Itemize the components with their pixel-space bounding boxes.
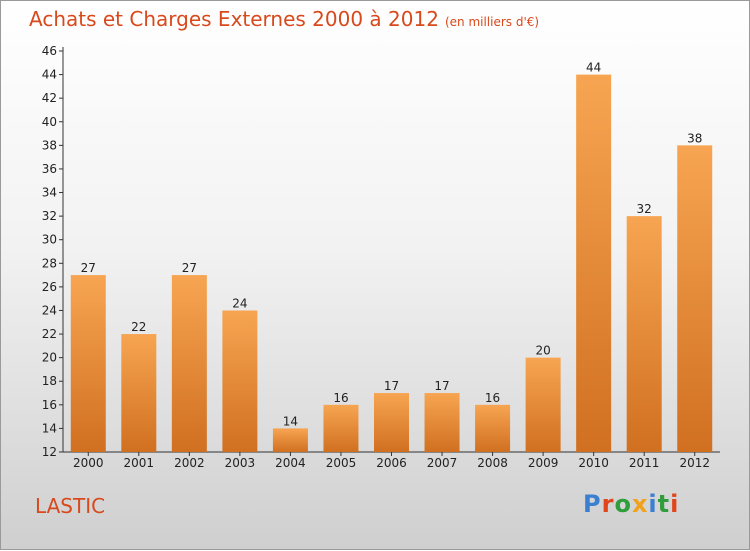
- value-label-2002: 27: [182, 261, 197, 275]
- y-tick-label-18: 18: [42, 374, 57, 388]
- bar-2012: [677, 145, 713, 452]
- y-tick-label-34: 34: [42, 186, 57, 200]
- y-tick-label-46: 46: [42, 44, 57, 58]
- value-label-2009: 20: [535, 344, 550, 358]
- y-tick-label-26: 26: [42, 280, 57, 294]
- bar-2000: [70, 275, 106, 452]
- bar-2004: [272, 428, 308, 452]
- x-tick-label-2008: 2008: [477, 456, 508, 470]
- value-label-2000: 27: [81, 261, 96, 275]
- y-tick-label-44: 44: [42, 68, 57, 82]
- x-tick-label-2010: 2010: [578, 456, 609, 470]
- commune-name: LASTIC: [35, 494, 106, 518]
- bar-2009: [525, 357, 561, 452]
- x-tick-label-2005: 2005: [326, 456, 357, 470]
- bar-2006: [374, 393, 409, 452]
- proxiti-logo: Proxiti: [583, 490, 679, 518]
- logo-letter: i: [648, 490, 658, 518]
- y-tick-label-28: 28: [42, 256, 57, 270]
- x-tick-label-2006: 2006: [376, 456, 407, 470]
- y-tick-label-12: 12: [42, 445, 57, 459]
- bar-2011: [626, 216, 662, 452]
- logo-letter: i: [670, 490, 680, 518]
- y-tick-label-42: 42: [42, 91, 57, 105]
- value-label-2007: 17: [434, 379, 449, 393]
- y-tick-label-20: 20: [42, 351, 57, 365]
- bars: 27 22 27 24 14 16 17 17 16 20 44 32 38: [70, 61, 713, 453]
- value-label-2001: 22: [131, 320, 146, 334]
- value-label-2011: 32: [637, 202, 652, 216]
- bar-2010: [576, 74, 612, 453]
- logo-letter: r: [601, 490, 615, 518]
- value-label-2003: 24: [232, 296, 247, 310]
- chart-title: Achats et Charges Externes 2000 à 2012 (e…: [29, 7, 539, 31]
- x-tick-label-2001: 2001: [124, 456, 155, 470]
- value-label-2004: 14: [283, 414, 298, 428]
- unit-label: (en milliers d'€): [444, 15, 540, 29]
- value-label-2008: 16: [485, 391, 500, 405]
- y-tick-label-14: 14: [42, 421, 57, 435]
- y-tick-label-16: 16: [42, 398, 57, 412]
- y-tick-label-40: 40: [42, 115, 57, 129]
- logo-letter: o: [614, 490, 632, 518]
- bar-2003: [222, 310, 258, 452]
- y-tick-label-22: 22: [42, 327, 57, 341]
- logo-letter: x: [631, 490, 649, 518]
- bar-2008: [475, 404, 511, 452]
- value-label-2006: 17: [384, 379, 399, 393]
- value-label-2012: 38: [687, 131, 702, 145]
- logo-letter: P: [583, 490, 602, 518]
- y-tick-label-38: 38: [42, 138, 57, 152]
- x-tick-label-2009: 2009: [528, 456, 559, 470]
- x-tick-label-2011: 2011: [629, 456, 660, 470]
- value-label-2010: 44: [586, 61, 601, 75]
- x-tick-label-2012: 2012: [679, 456, 710, 470]
- value-label-2005: 16: [333, 391, 348, 405]
- axes: 12 14 16 18 20 22 24 26 28 30 32 34 36 38 40 42 44 46 2000…: [42, 44, 720, 470]
- bar-2007: [424, 393, 460, 452]
- x-tick-label-2007: 2007: [427, 456, 458, 470]
- x-tick-label-2004: 2004: [275, 456, 306, 470]
- y-tick-label-32: 32: [42, 209, 57, 223]
- bar-2001: [121, 334, 157, 452]
- x-tick-label-2003: 2003: [225, 456, 256, 470]
- y-tick-label-24: 24: [42, 303, 57, 317]
- y-tick-label-36: 36: [42, 162, 57, 176]
- bar-2005: [323, 404, 359, 452]
- logo-letter: t: [657, 490, 671, 518]
- bar-2002: [171, 275, 207, 452]
- x-tick-label-2000: 2000: [73, 456, 104, 470]
- y-tick-label-30: 30: [42, 233, 57, 247]
- x-tick-label-2002: 2002: [174, 456, 205, 470]
- title-text: Achats et Charges Externes 2000 à 2012: [29, 7, 439, 31]
